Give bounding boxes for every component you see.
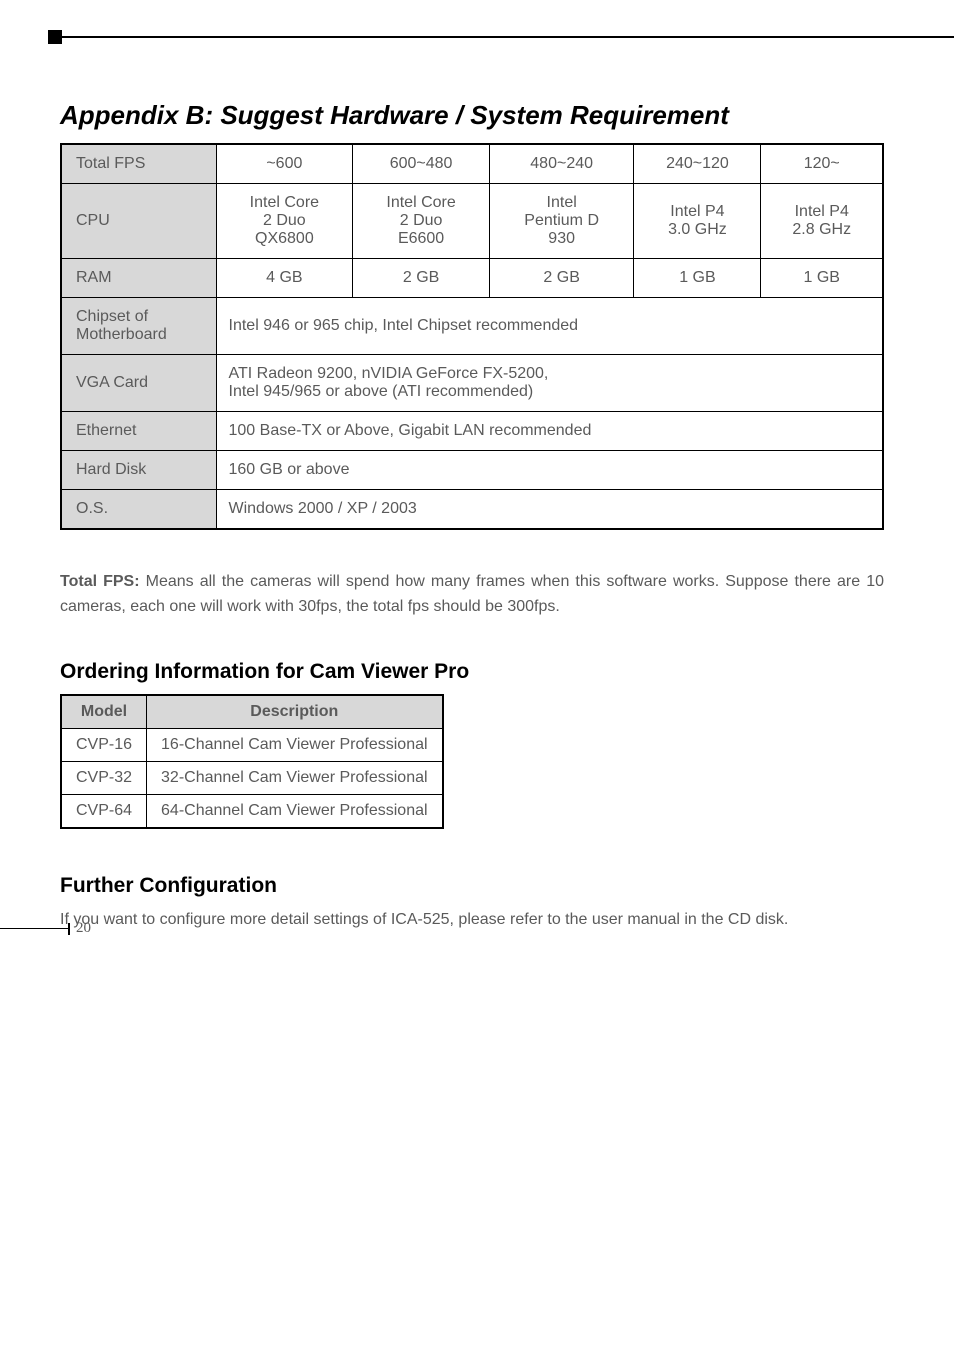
row-cell: ~600 xyxy=(216,144,353,184)
row-label: VGA Card xyxy=(61,355,216,412)
ordering-cell: CVP-16 xyxy=(61,728,147,761)
row-cell: Intel Core2 DuoQX6800 xyxy=(216,184,353,259)
ordering-header: Model xyxy=(61,695,147,729)
row-cell: 240~120 xyxy=(634,144,761,184)
row-cell: 1 GB xyxy=(761,259,883,298)
ordering-header: Description xyxy=(147,695,443,729)
row-cell: IntelPentium D930 xyxy=(489,184,633,259)
table-row: CVP-3232-Channel Cam Viewer Professional xyxy=(61,761,443,794)
row-cell: 2 GB xyxy=(489,259,633,298)
table-row: Total FPS~600600~480480~240240~120120~ xyxy=(61,144,883,184)
page-number: 20 xyxy=(76,920,91,937)
ordering-cell: CVP-32 xyxy=(61,761,147,794)
table-row: CVP-6464-Channel Cam Viewer Professional xyxy=(61,794,443,828)
ordering-cell: CVP-64 xyxy=(61,794,147,828)
row-cell: Intel Core2 DuoE6600 xyxy=(353,184,490,259)
ordering-cell: 16-Channel Cam Viewer Professional xyxy=(147,728,443,761)
ordering-cell: 32-Channel Cam Viewer Professional xyxy=(147,761,443,794)
page-number-marker: 20 xyxy=(0,920,91,937)
row-cell: 120~ xyxy=(761,144,883,184)
row-label: Total FPS xyxy=(61,144,216,184)
further-section: Further Configuration If you want to con… xyxy=(60,874,884,933)
table-row: RAM4 GB2 GB2 GB1 GB1 GB xyxy=(61,259,883,298)
ordering-cell: 64-Channel Cam Viewer Professional xyxy=(147,794,443,828)
ordering-table: ModelDescription CVP-1616-Channel Cam Vi… xyxy=(60,694,444,829)
row-span-cell: ATI Radeon 9200, nVIDIA GeForce FX-5200,… xyxy=(216,355,883,412)
hardware-table: Total FPS~600600~480480~240240~120120~CP… xyxy=(60,143,884,530)
table-row: CVP-1616-Channel Cam Viewer Professional xyxy=(61,728,443,761)
total-fps-text: Means all the cameras will spend how man… xyxy=(60,573,884,615)
row-cell: Intel P42.8 GHz xyxy=(761,184,883,259)
corner-marker xyxy=(48,30,62,44)
row-label: O.S. xyxy=(61,490,216,530)
row-span-cell: Windows 2000 / XP / 2003 xyxy=(216,490,883,530)
table-row: Hard Disk160 GB or above xyxy=(61,451,883,490)
row-cell: 480~240 xyxy=(489,144,633,184)
further-title: Further Configuration xyxy=(60,874,884,898)
table-row: Ethernet100 Base-TX or Above, Gigabit LA… xyxy=(61,412,883,451)
row-label: Ethernet xyxy=(61,412,216,451)
row-cell: 1 GB xyxy=(634,259,761,298)
row-span-cell: 100 Base-TX or Above, Gigabit LAN recomm… xyxy=(216,412,883,451)
total-fps-paragraph: Total FPS: Means all the cameras will sp… xyxy=(60,570,884,620)
row-cell: 2 GB xyxy=(353,259,490,298)
ordering-title: Ordering Information for Cam Viewer Pro xyxy=(60,660,884,684)
page-rule xyxy=(0,928,68,929)
row-cell: 4 GB xyxy=(216,259,353,298)
row-cell: Intel P43.0 GHz xyxy=(634,184,761,259)
row-span-cell: Intel 946 or 965 chip, Intel Chipset rec… xyxy=(216,298,883,355)
table-row: CPUIntel Core2 DuoQX6800Intel Core2 DuoE… xyxy=(61,184,883,259)
further-text: If you want to configure more detail set… xyxy=(60,908,884,933)
row-label: Hard Disk xyxy=(61,451,216,490)
table-row: O.S.Windows 2000 / XP / 2003 xyxy=(61,490,883,530)
row-cell: 600~480 xyxy=(353,144,490,184)
page-tick xyxy=(68,923,70,935)
appendix-title: Appendix B: Suggest Hardware / System Re… xyxy=(60,100,884,131)
row-label: Chipset ofMotherboard xyxy=(61,298,216,355)
row-span-cell: 160 GB or above xyxy=(216,451,883,490)
top-rule xyxy=(62,36,954,38)
row-label: CPU xyxy=(61,184,216,259)
table-row: VGA CardATI Radeon 9200, nVIDIA GeForce … xyxy=(61,355,883,412)
row-label: RAM xyxy=(61,259,216,298)
table-row: Chipset ofMotherboardIntel 946 or 965 ch… xyxy=(61,298,883,355)
total-fps-label: Total FPS: xyxy=(60,573,140,590)
